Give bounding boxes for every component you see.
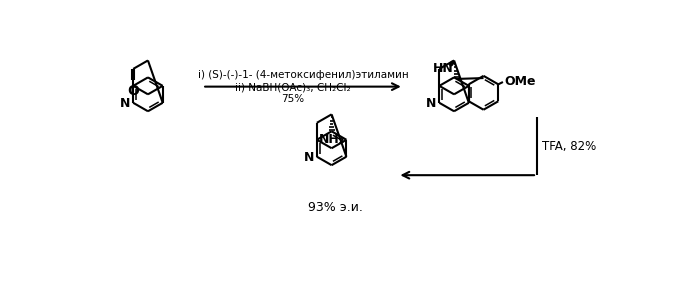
Text: N: N — [426, 97, 436, 110]
Text: ii) NaBH(OAc)₃, CH₂Cl₂: ii) NaBH(OAc)₃, CH₂Cl₂ — [235, 82, 351, 92]
Text: N: N — [120, 97, 130, 110]
Text: 93% э.и.: 93% э.и. — [308, 201, 363, 214]
Text: OMe: OMe — [505, 75, 536, 88]
Text: 75%: 75% — [281, 94, 304, 104]
Text: O: O — [127, 84, 139, 98]
Text: TFA, 82%: TFA, 82% — [542, 140, 596, 153]
Text: HN: HN — [433, 62, 454, 75]
Text: i) (S)-(-)-1- (4-метоксифенил)этиламин: i) (S)-(-)-1- (4-метоксифенил)этиламин — [197, 70, 408, 80]
Text: NH₂: NH₂ — [318, 133, 344, 146]
Text: N: N — [303, 151, 314, 164]
